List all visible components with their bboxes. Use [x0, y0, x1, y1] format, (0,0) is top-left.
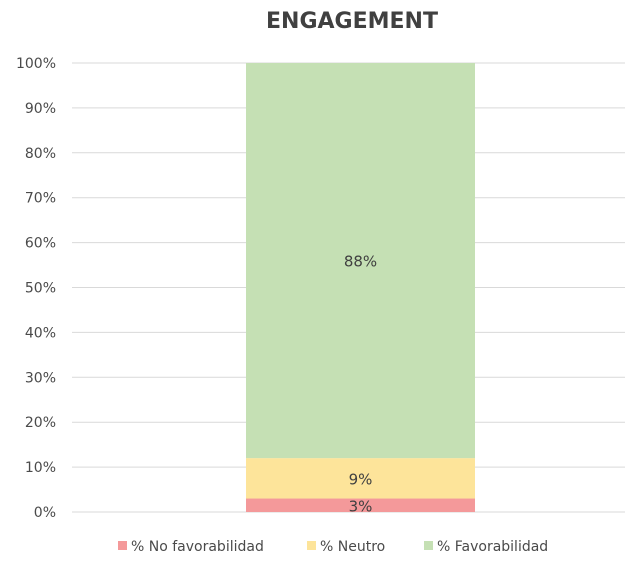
y-tick-label: 60% — [25, 236, 56, 252]
y-tick-label: 70% — [25, 191, 56, 207]
data-labels: 3% 9% 88% — [344, 253, 377, 516]
bar-segment-1 — [246, 498, 475, 512]
y-tick-label: 90% — [25, 101, 56, 117]
y-tick-label: 30% — [25, 370, 56, 386]
legend: % No favorabilidad % Neutro % Favorabilida… — [118, 539, 548, 555]
data-label-2: 9% — [349, 470, 373, 488]
y-tick-label: 100% — [16, 56, 56, 72]
y-tick-label: 40% — [25, 325, 56, 341]
data-label-3: 88% — [344, 253, 377, 271]
y-tick-label: 80% — [25, 146, 56, 162]
y-tick-label: 10% — [25, 460, 56, 476]
legend-swatch — [424, 541, 433, 550]
y-axis-tick-labels: 0% 10% 20% 30% 40% 50% 60% 70% 80% 90% 100% — [16, 56, 56, 521]
y-tick-label: 20% — [25, 415, 56, 431]
legend-swatch — [118, 541, 127, 550]
data-label-1: 3% — [349, 497, 373, 515]
legend-label: % Favorabilidad — [437, 539, 548, 555]
y-tick-label: 0% — [34, 505, 56, 521]
legend-label: % No favorabilidad — [131, 539, 264, 555]
chart-title: ENGAGEMENT — [266, 9, 438, 34]
bar-segment-2 — [246, 458, 475, 499]
y-tick-label: 50% — [25, 281, 56, 297]
bar-segments — [246, 63, 475, 512]
bar-segment-3 — [246, 63, 475, 459]
legend-label: % Neutro — [320, 539, 385, 555]
legend-swatch — [307, 541, 316, 550]
